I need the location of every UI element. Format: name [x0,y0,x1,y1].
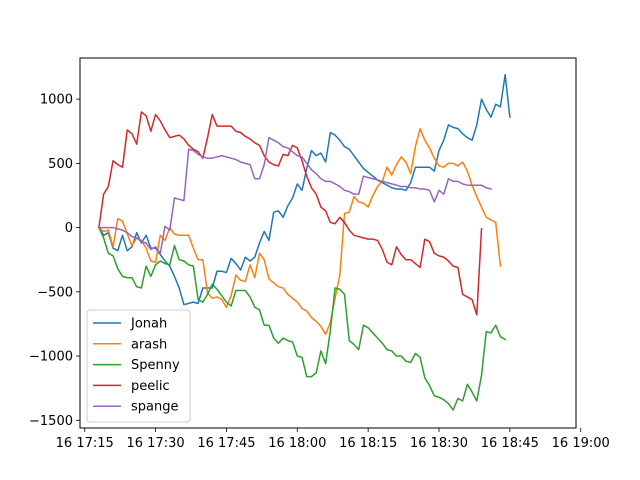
x-tick-label: 16 18:30 [410,436,468,451]
series-layer [97,73,511,411]
y-tick-label: 1000 [40,93,73,108]
legend: Jonah arash Spenny peelic spange [86,309,191,423]
y-tick-label: −1000 [29,350,73,365]
legend-box [86,309,191,423]
legend-label-arash: arash [131,337,167,352]
legend-label-peelic: peelic [131,379,170,394]
series-line-spange [98,136,492,255]
x-tick-label: 16 18:45 [481,436,539,451]
series-line-spenny [97,226,507,411]
series-line-arash [97,127,502,335]
legend-label-spange: spange [131,400,178,415]
y-tick-label: −1500 [29,414,73,429]
legend-label-spenny: Spenny [131,358,180,373]
y-axis: 1000 500 0 −500 −1000 −1500 [29,93,80,429]
x-tick-label: 16 19:00 [552,436,610,451]
x-tick-label: 16 18:00 [268,436,326,451]
x-tick-label: 16 17:15 [56,436,114,451]
y-tick-label: −500 [37,285,73,300]
x-tick-label: 16 17:45 [197,436,255,451]
legend-label-jonah: Jonah [130,317,167,332]
x-tick-label: 16 17:30 [127,436,185,451]
x-axis: 16 17:15 16 17:30 16 17:45 16 18:00 16 18:15… [56,428,610,451]
y-tick-label: 500 [48,157,73,172]
x-tick-label: 16 18:15 [339,436,397,451]
plot-frame [79,57,577,429]
y-tick-label: 0 [65,221,73,236]
